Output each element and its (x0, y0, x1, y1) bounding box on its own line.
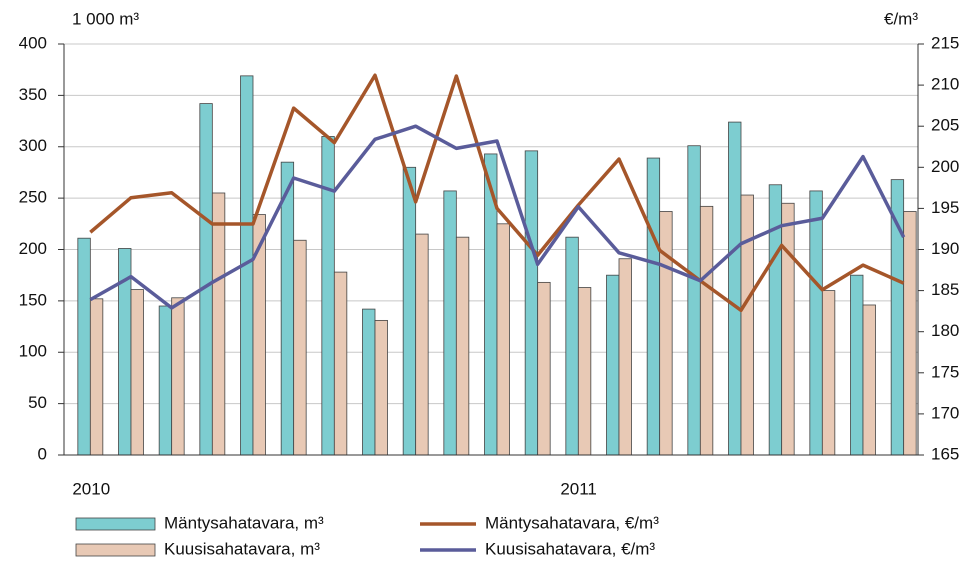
line (89, 124, 906, 310)
y-tick-label: 150 (19, 290, 47, 309)
y-tick-label: 100 (19, 342, 47, 361)
y-tick-label: 300 (19, 136, 47, 155)
bar (537, 281, 551, 456)
y2-tick-label: 215 (931, 33, 959, 52)
y2-tick-label: 175 (931, 362, 959, 381)
bar (362, 308, 376, 456)
bar (211, 192, 226, 456)
bar (374, 319, 388, 456)
bar (415, 233, 429, 456)
bar (158, 305, 173, 456)
bar (606, 274, 620, 456)
line (89, 73, 905, 313)
y2-tick-label: 195 (931, 198, 959, 217)
bar (199, 103, 213, 456)
y2-tick-label: 165 (931, 444, 959, 463)
bar (171, 297, 185, 456)
bar (781, 202, 795, 456)
legend-label: Kuusisahatavara, €/m³ (485, 539, 655, 558)
bar (321, 136, 335, 456)
y-tick-label: 50 (28, 393, 47, 412)
bar (333, 271, 348, 456)
legend-swatch (75, 543, 156, 557)
bar (443, 190, 457, 456)
bar (524, 150, 539, 456)
y2-tick-label: 185 (931, 280, 959, 299)
bar (809, 190, 823, 456)
bar (659, 211, 673, 456)
bar (89, 298, 104, 456)
bar (740, 194, 754, 456)
bar (577, 287, 592, 456)
y-tick-label: 200 (19, 239, 47, 258)
bar (646, 157, 661, 456)
bar (130, 289, 144, 456)
bar (77, 237, 91, 456)
bar (862, 304, 876, 456)
legend-label: Kuusisahatavara, m³ (164, 539, 320, 558)
y-tick-label: 350 (19, 85, 47, 104)
bar (618, 258, 632, 456)
y-tick-label: 0 (38, 444, 47, 463)
y2-tick-label: 200 (931, 157, 959, 176)
y-axis-label: 1 000 m³ (72, 9, 139, 28)
legend-label: Mäntysahatavara, m³ (164, 513, 324, 532)
x-tick-label: 2010 (72, 479, 110, 498)
bar (850, 274, 864, 456)
bar (402, 166, 417, 456)
bar (728, 121, 742, 456)
y-tick-label: 400 (19, 33, 47, 52)
legend-swatch (75, 517, 156, 531)
legend-label: Mäntysahatavara, €/m³ (485, 513, 659, 532)
x-tick-label: 2011 (560, 479, 597, 498)
bar (496, 223, 510, 456)
bar (699, 205, 714, 456)
bar (687, 145, 701, 456)
y2-tick-label: 205 (931, 116, 959, 135)
bar (455, 236, 470, 456)
y2-tick-label: 180 (931, 321, 959, 340)
bar (293, 239, 307, 456)
y2-tick-label: 170 (931, 403, 959, 422)
y2-tick-label: 190 (931, 239, 959, 258)
y-tick-label: 250 (19, 188, 47, 207)
bar (903, 211, 917, 456)
y2-tick-label: 210 (931, 75, 959, 94)
bar (280, 161, 295, 456)
bar (565, 236, 579, 456)
bar (821, 290, 836, 456)
y2-axis-label: €/m³ (884, 9, 918, 28)
